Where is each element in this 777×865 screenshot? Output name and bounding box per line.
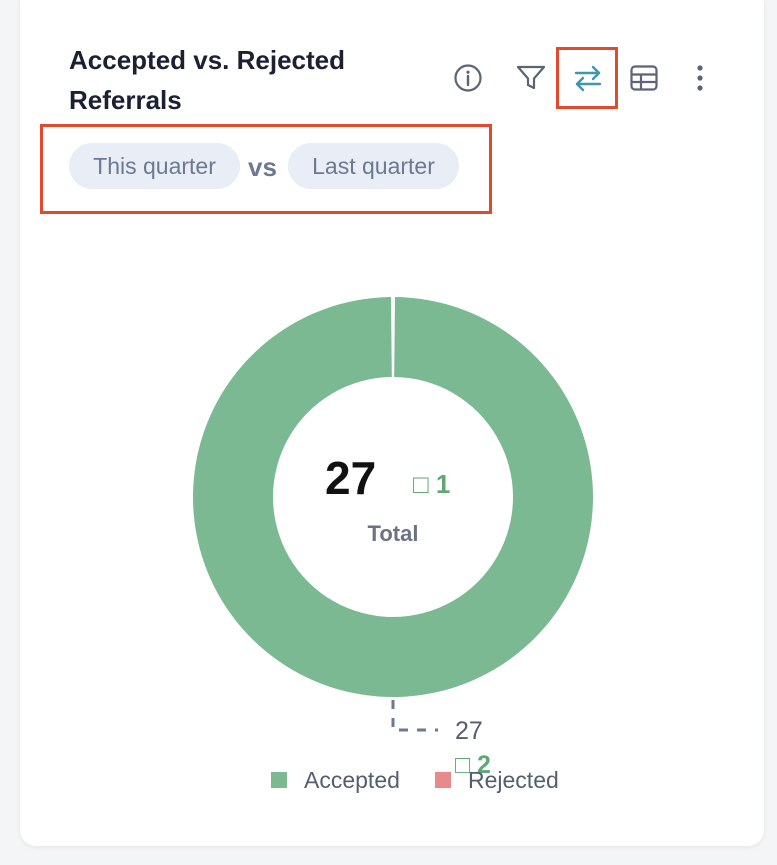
legend-rejected[interactable]: Rejected bbox=[435, 766, 559, 794]
legend-accepted-label: Accepted bbox=[304, 766, 400, 793]
info-icon[interactable] bbox=[448, 58, 488, 98]
legend-rejected-swatch bbox=[435, 772, 451, 788]
period-previous-pill[interactable]: Last quarter bbox=[288, 143, 459, 189]
callout-value: 27 bbox=[455, 717, 483, 745]
callout-delta: □ 2 bbox=[455, 751, 491, 779]
legend-accepted[interactable]: Accepted bbox=[271, 766, 400, 794]
center-total-value: 27 bbox=[325, 452, 376, 504]
callout-leader-line bbox=[391, 700, 438, 732]
swap-arrows-icon[interactable] bbox=[568, 58, 608, 98]
period-current-pill[interactable]: This quarter bbox=[69, 143, 240, 189]
vs-separator: vs bbox=[248, 152, 277, 182]
table-icon[interactable] bbox=[624, 58, 664, 98]
center-delta: □ 1 bbox=[413, 469, 450, 499]
center-total-label: Total bbox=[368, 521, 419, 546]
donut-slice-accepted[interactable] bbox=[192, 297, 593, 697]
chart-title: Accepted vs. Rejected Referrals bbox=[69, 45, 346, 115]
legend-rejected-label: Rejected bbox=[468, 766, 559, 793]
legend-accepted-swatch bbox=[271, 772, 287, 788]
more-vertical-icon[interactable] bbox=[680, 58, 720, 98]
filter-icon[interactable] bbox=[511, 58, 551, 98]
